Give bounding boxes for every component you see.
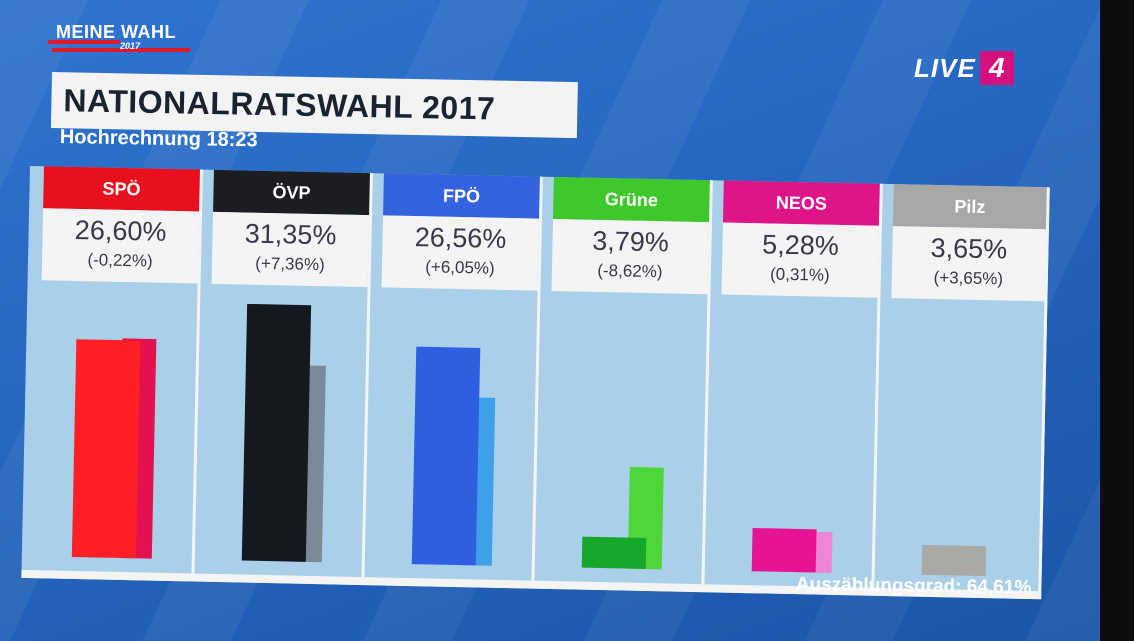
projection-subtitle: Hochrechnung 18:23: [59, 126, 258, 152]
party-column: ÖVP 31,35% (+7,36%): [191, 169, 373, 578]
party-name: ÖVP: [213, 169, 370, 216]
party-column: NEOS 5,28% (0,31%): [701, 180, 883, 588]
chart-panel: SPÖ 26,60% (-0,22%) ÖVP 31,35% (+7,36%) FPÖ 26,…: [21, 166, 1050, 600]
party-name: NEOS: [722, 180, 880, 226]
vote-share-label: 3,79%: [591, 225, 670, 258]
party-name: SPÖ: [43, 166, 200, 212]
current-result-bar: [921, 544, 987, 577]
vote-share-label: 26,60%: [74, 214, 167, 247]
bar-area: [545, 291, 707, 584]
channel-logo: LIVE 4: [914, 51, 1014, 85]
count-label: Auszählungsgrad:: [795, 574, 962, 598]
result-box: 5,28% (0,31%): [721, 222, 879, 298]
result-box: 26,56% (+6,05%): [381, 215, 540, 291]
bar-area: [715, 295, 877, 588]
party-column: FPÖ 26,56% (+6,05%): [361, 173, 543, 581]
live-label: LIVE: [914, 52, 976, 83]
current-result-bar: [241, 303, 312, 562]
change-label: (+3,65%): [933, 267, 1004, 289]
bar-svg: [241, 303, 326, 563]
party-name: Pilz: [892, 184, 1047, 230]
bar-svg: [751, 527, 833, 573]
bar-svg: [71, 338, 157, 559]
party-column: SPÖ 26,60% (-0,22%): [21, 166, 203, 574]
change-label: (-8,62%): [597, 260, 663, 282]
change-label: (-0,22%): [87, 250, 153, 271]
party-column: Pilz 3,65% (+3,65%): [871, 183, 1050, 592]
party-name: Grüne: [553, 176, 710, 223]
vote-share-label: 5,28%: [761, 229, 840, 261]
current-result-bar: [71, 339, 141, 559]
party-name: FPÖ: [383, 173, 540, 219]
bar-area: [375, 287, 537, 580]
change-label: (+6,05%): [425, 257, 495, 278]
channel-number-badge: 4: [979, 51, 1014, 85]
current-result-bar: [751, 527, 817, 573]
vote-share-label: 3,65%: [930, 232, 1008, 265]
current-result-bar: [411, 346, 481, 566]
result-box: 26,60% (-0,22%): [41, 208, 200, 284]
change-label: (0,31%): [769, 264, 830, 285]
party-column: Grüne 3,79% (-8,62%): [531, 176, 713, 585]
bar-svg: [581, 467, 664, 570]
bar-area: [36, 280, 198, 573]
meine-wahl-logo: MEINE WAHL 2017: [47, 22, 198, 62]
result-box: 3,79% (-8,62%): [551, 218, 709, 295]
result-box: 31,35% (+7,36%): [211, 211, 370, 288]
results-chart: SPÖ 26,60% (-0,22%) ÖVP 31,35% (+7,36%) FPÖ 26,…: [21, 166, 1054, 601]
logo-text: MEINE WAHL: [56, 22, 176, 42]
vote-share-label: 26,56%: [414, 222, 507, 254]
result-box: 3,65% (+3,65%): [891, 226, 1046, 302]
tv-screen: MEINE WAHL 2017 LIVE 4 NATIONALRATSWAHL …: [0, 0, 1100, 641]
change-label: (+7,36%): [255, 253, 325, 275]
logo-year: 2017: [120, 41, 141, 51]
count-progress: Auszählungsgrad: 64,61%: [796, 574, 1032, 599]
page-title: NATIONALRATSWAHL 2017: [63, 81, 496, 127]
tv-bezel: [1100, 0, 1134, 641]
bar-svg: [921, 544, 987, 577]
bar-area: [205, 284, 367, 577]
count-value: 64,61%: [966, 576, 1032, 599]
bar-svg: [411, 346, 496, 566]
current-result-bar: [581, 536, 647, 569]
bar-area: [885, 298, 1044, 591]
vote-share-label: 31,35%: [244, 218, 337, 251]
